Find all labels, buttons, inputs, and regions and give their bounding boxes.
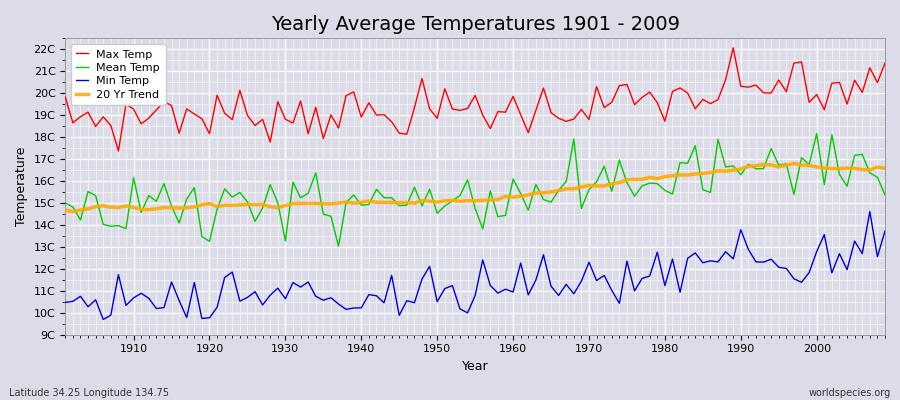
- Mean Temp: [607, 189, 617, 194]
- Min Temp: [607, 288, 617, 293]
- Max Temp: [516, 112, 526, 117]
- 20 Yr Trend: [68, 209, 78, 214]
- 20 Yr Trend: [516, 194, 526, 198]
- Mean Temp: [333, 244, 344, 249]
- Min Temp: [864, 209, 875, 214]
- Min Temp: [341, 307, 352, 312]
- Max Temp: [508, 94, 518, 99]
- 20 Yr Trend: [128, 205, 139, 210]
- Line: Min Temp: Min Temp: [66, 212, 885, 320]
- Max Temp: [128, 107, 139, 112]
- X-axis label: Year: Year: [462, 360, 489, 373]
- Mean Temp: [288, 180, 299, 184]
- Max Temp: [728, 46, 739, 50]
- Min Temp: [60, 300, 71, 305]
- 20 Yr Trend: [879, 166, 890, 171]
- Max Temp: [295, 99, 306, 104]
- 20 Yr Trend: [508, 195, 518, 200]
- Mean Temp: [879, 192, 890, 197]
- Title: Yearly Average Temperatures 1901 - 2009: Yearly Average Temperatures 1901 - 2009: [271, 15, 680, 34]
- Min Temp: [879, 229, 890, 234]
- Line: Mean Temp: Mean Temp: [66, 134, 885, 246]
- Mean Temp: [60, 200, 71, 205]
- Mean Temp: [341, 200, 352, 205]
- Min Temp: [508, 290, 518, 294]
- Min Temp: [295, 285, 306, 290]
- Max Temp: [607, 100, 617, 105]
- Min Temp: [98, 317, 109, 322]
- 20 Yr Trend: [60, 208, 71, 212]
- Mean Temp: [811, 131, 822, 136]
- 20 Yr Trend: [341, 200, 352, 204]
- Mean Temp: [121, 226, 131, 231]
- Mean Temp: [516, 191, 526, 196]
- 20 Yr Trend: [295, 201, 306, 206]
- Text: Latitude 34.25 Longitude 134.75: Latitude 34.25 Longitude 134.75: [9, 388, 169, 398]
- 20 Yr Trend: [788, 161, 799, 166]
- Max Temp: [879, 61, 890, 66]
- Legend: Max Temp, Mean Temp, Min Temp, 20 Yr Trend: Max Temp, Mean Temp, Min Temp, 20 Yr Tre…: [71, 44, 166, 106]
- Text: worldspecies.org: worldspecies.org: [809, 388, 891, 398]
- Y-axis label: Temperature: Temperature: [15, 147, 28, 226]
- Mean Temp: [508, 176, 518, 181]
- Max Temp: [113, 148, 124, 153]
- Min Temp: [516, 261, 526, 266]
- 20 Yr Trend: [607, 181, 617, 186]
- Line: Max Temp: Max Temp: [66, 48, 885, 151]
- Max Temp: [341, 93, 352, 98]
- Line: 20 Yr Trend: 20 Yr Trend: [66, 163, 885, 212]
- Max Temp: [60, 94, 71, 99]
- Min Temp: [128, 296, 139, 300]
